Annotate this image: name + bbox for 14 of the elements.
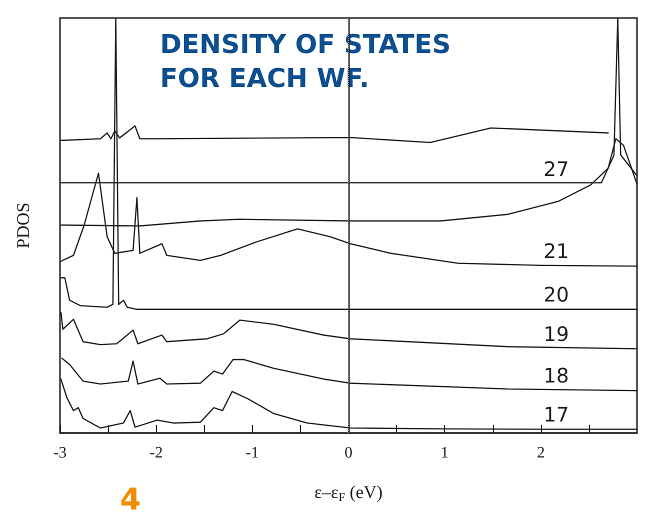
series-label: 19 xyxy=(543,322,569,346)
x-tick-label: 2 xyxy=(536,444,545,462)
series-label: 20 xyxy=(543,282,569,306)
x-tick-label: 1 xyxy=(440,444,449,462)
x-tick-label: -2 xyxy=(150,444,163,462)
x-tick-label: 0 xyxy=(344,444,352,462)
y-axis-title: PDOS xyxy=(13,202,33,249)
text: 4 xyxy=(120,482,141,518)
x-tick-label: -3 xyxy=(53,444,67,462)
series-label: 27 xyxy=(543,157,569,181)
series-label: 17 xyxy=(543,402,569,426)
series-label: 21 xyxy=(543,239,569,264)
series-label: 18 xyxy=(543,364,569,388)
x-tick-label: -1 xyxy=(246,444,259,462)
